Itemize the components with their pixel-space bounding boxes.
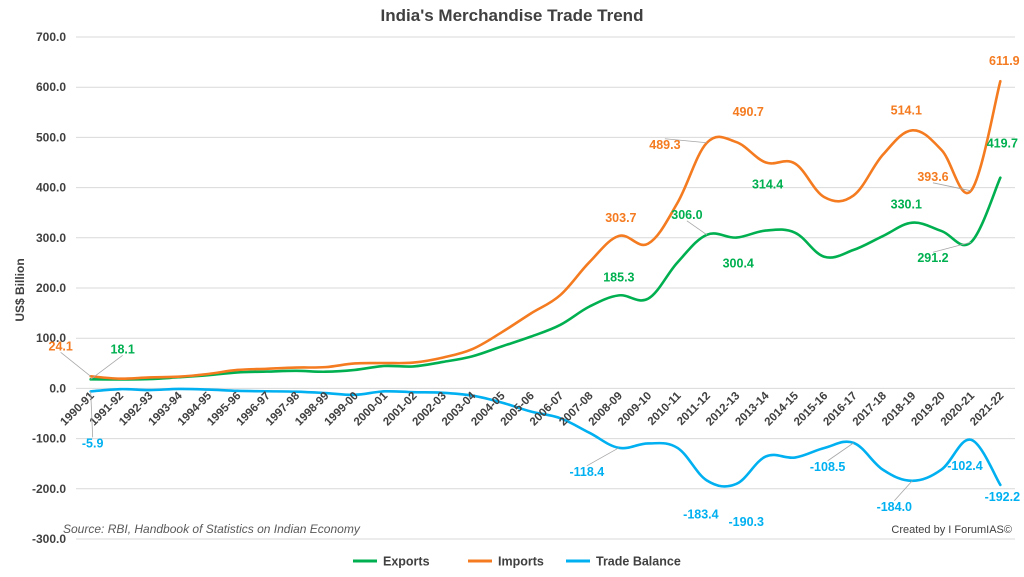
label-leader — [90, 391, 94, 438]
gridlines — [76, 36, 1015, 540]
legend-label-balance: Trade Balance — [596, 555, 681, 569]
y-tick-label: 600.0 — [36, 80, 66, 94]
y-tick-label: -300.0 — [32, 532, 66, 546]
y-axis-label: US$ Billion — [13, 258, 27, 321]
source-note: Source: RBI, Handbook of Statistics on I… — [63, 522, 361, 536]
label-leader — [90, 354, 123, 380]
label-leader — [893, 480, 913, 502]
data-label-balance: -184.0 — [877, 500, 912, 514]
data-label-balance: -192.2 — [985, 490, 1020, 504]
y-tick-label: -100.0 — [32, 432, 66, 446]
data-label-exports: 291.2 — [917, 251, 948, 265]
data-label-balance: -190.3 — [729, 515, 764, 529]
data-label-imports: 611.9 — [989, 54, 1020, 68]
data-label-exports: 18.1 — [111, 342, 135, 356]
label-leader — [827, 442, 854, 462]
data-label-balance: -118.4 — [569, 465, 604, 479]
data-label-balance: -102.4 — [947, 459, 982, 473]
series-line-balance — [89, 387, 1002, 488]
series-lines — [89, 79, 1002, 488]
label-leader — [932, 241, 972, 253]
label-leader — [586, 447, 620, 467]
data-label-imports: 514.1 — [891, 103, 922, 117]
y-tick-label: 100.0 — [36, 331, 66, 345]
data-label-exports: 314.4 — [752, 178, 783, 192]
data-label-imports: 24.1 — [49, 339, 73, 353]
y-tick-label: 200.0 — [36, 281, 66, 295]
y-tick-label: 300.0 — [36, 231, 66, 245]
credit-text: Created by I ForumIAS© — [891, 524, 1012, 536]
y-tick-label: 500.0 — [36, 130, 66, 144]
label-leader — [664, 138, 707, 144]
legend: Exports Imports Trade Balance — [353, 555, 681, 569]
data-labels: 18.1 185.3 306.0 300.4 314.4 330.1 291.2 419.7 2… — [49, 54, 1021, 529]
y-tick-label: -200.0 — [32, 482, 66, 496]
data-label-exports: 330.1 — [891, 198, 922, 212]
data-label-imports: 303.7 — [605, 211, 636, 225]
y-tick-label: 400.0 — [36, 181, 66, 195]
label-leader — [60, 351, 91, 377]
data-label-exports: 185.3 — [603, 270, 634, 284]
data-label-exports: 306.0 — [671, 208, 702, 222]
series-line-exports — [89, 176, 1002, 381]
data-label-balance: -5.9 — [82, 436, 104, 450]
legend-label-exports: Exports — [383, 555, 430, 569]
legend-label-imports: Imports — [498, 555, 544, 569]
data-label-balance: -183.4 — [683, 507, 718, 521]
data-label-exports: 300.4 — [723, 257, 754, 271]
data-label-imports: 490.7 — [733, 105, 764, 119]
y-axis-ticks: 700.0 600.0 500.0 400.0 300.0 200.0 100.0 0.0 -1… — [32, 30, 66, 546]
y-tick-label: 700.0 — [36, 30, 66, 44]
data-label-imports: 489.3 — [649, 138, 680, 152]
label-leader — [686, 220, 708, 236]
data-label-balance: -108.5 — [810, 460, 845, 474]
label-leader — [932, 182, 972, 192]
chart-title: India's Merchandise Trade Trend — [381, 6, 644, 25]
data-label-exports: 419.7 — [987, 137, 1018, 151]
data-label-imports: 393.6 — [917, 170, 948, 184]
y-tick-label: 0.0 — [49, 381, 66, 395]
x-axis-ticks: 1990-911991-921992-931993-941994-951995-… — [58, 390, 1006, 429]
series-line-imports — [89, 79, 1002, 380]
